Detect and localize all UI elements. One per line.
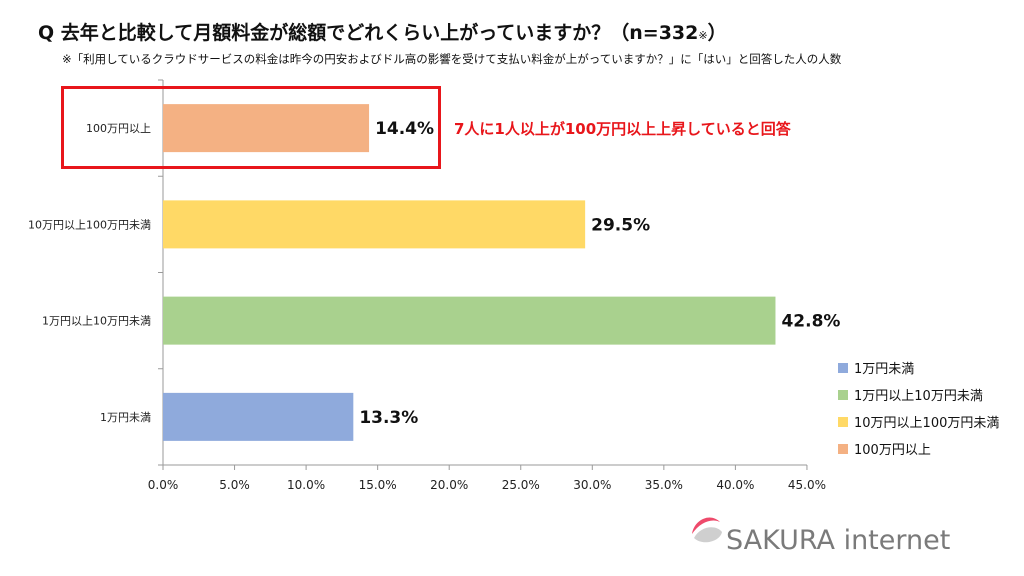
legend-item: 100万円以上 bbox=[838, 439, 999, 458]
bar bbox=[163, 392, 354, 441]
bar-value-label: 13.3% bbox=[359, 408, 418, 428]
x-tick-label: 10.0% bbox=[287, 478, 325, 492]
x-tick-label: 40.0% bbox=[716, 478, 754, 492]
x-tick-label: 5.0% bbox=[219, 478, 250, 492]
legend: 1万円未満 1万円以上10万円未満 10万円以上100万円未満 100万円以上 bbox=[838, 358, 999, 466]
legend-swatch bbox=[838, 362, 848, 373]
x-tick-label: 35.0% bbox=[645, 478, 683, 492]
x-tick-label: 0.0% bbox=[148, 478, 179, 492]
bar-value-label: 14.4% bbox=[375, 119, 434, 139]
bar-value-label: 29.5% bbox=[591, 215, 650, 235]
legend-swatch bbox=[838, 416, 848, 427]
legend-label: 10万円以上100万円未満 bbox=[854, 416, 1000, 431]
highlight-box bbox=[61, 86, 441, 169]
bar bbox=[163, 104, 370, 153]
legend-label: 100万円以上 bbox=[854, 443, 931, 458]
x-tick-label: 30.0% bbox=[573, 478, 611, 492]
category-label: 100万円以上 bbox=[86, 122, 151, 135]
x-tick-label: 15.0% bbox=[359, 478, 397, 492]
legend-swatch bbox=[838, 389, 848, 400]
sakura-logo-text: SAKURA internet bbox=[726, 525, 951, 556]
bar bbox=[163, 200, 586, 249]
chart-title: Q 去年と比較して月額料金が総額でどれくらい上がっていますか？（n=332※） bbox=[38, 18, 727, 45]
legend-item: 1万円以上10万円未満 bbox=[838, 385, 999, 404]
legend-item: 10万円以上100万円未満 bbox=[838, 412, 999, 431]
sakura-logo-icon bbox=[692, 517, 722, 543]
x-tick-label: 25.0% bbox=[502, 478, 540, 492]
bar bbox=[163, 296, 776, 345]
callout-text: 7人に1人以上が100万円以上上昇していると回答 bbox=[454, 120, 791, 138]
legend-item: 1万円未満 bbox=[838, 358, 999, 377]
chart-note: ※「利用しているクラウドサービスの料金は昨今の円安およびドル高の影響を受けて支払… bbox=[62, 52, 842, 66]
category-label: 1万円未満 bbox=[100, 411, 151, 424]
chart-title-text: Q 去年と比較して月額料金が総額でどれくらい上がっていますか？（n=332 bbox=[38, 22, 699, 44]
x-tick-label: 45.0% bbox=[788, 478, 826, 492]
chart-title-close: ） bbox=[707, 22, 727, 44]
bar-value-label: 42.8% bbox=[781, 312, 840, 332]
chart-title-mark: ※ bbox=[698, 29, 708, 42]
legend-label: 1万円未満 bbox=[854, 362, 915, 377]
x-tick-label: 20.0% bbox=[430, 478, 468, 492]
legend-label: 1万円以上10万円未満 bbox=[854, 389, 983, 404]
category-label: 10万円以上100万円未満 bbox=[28, 218, 151, 231]
legend-swatch bbox=[838, 443, 848, 454]
category-label: 1万円以上10万円未満 bbox=[42, 315, 151, 328]
